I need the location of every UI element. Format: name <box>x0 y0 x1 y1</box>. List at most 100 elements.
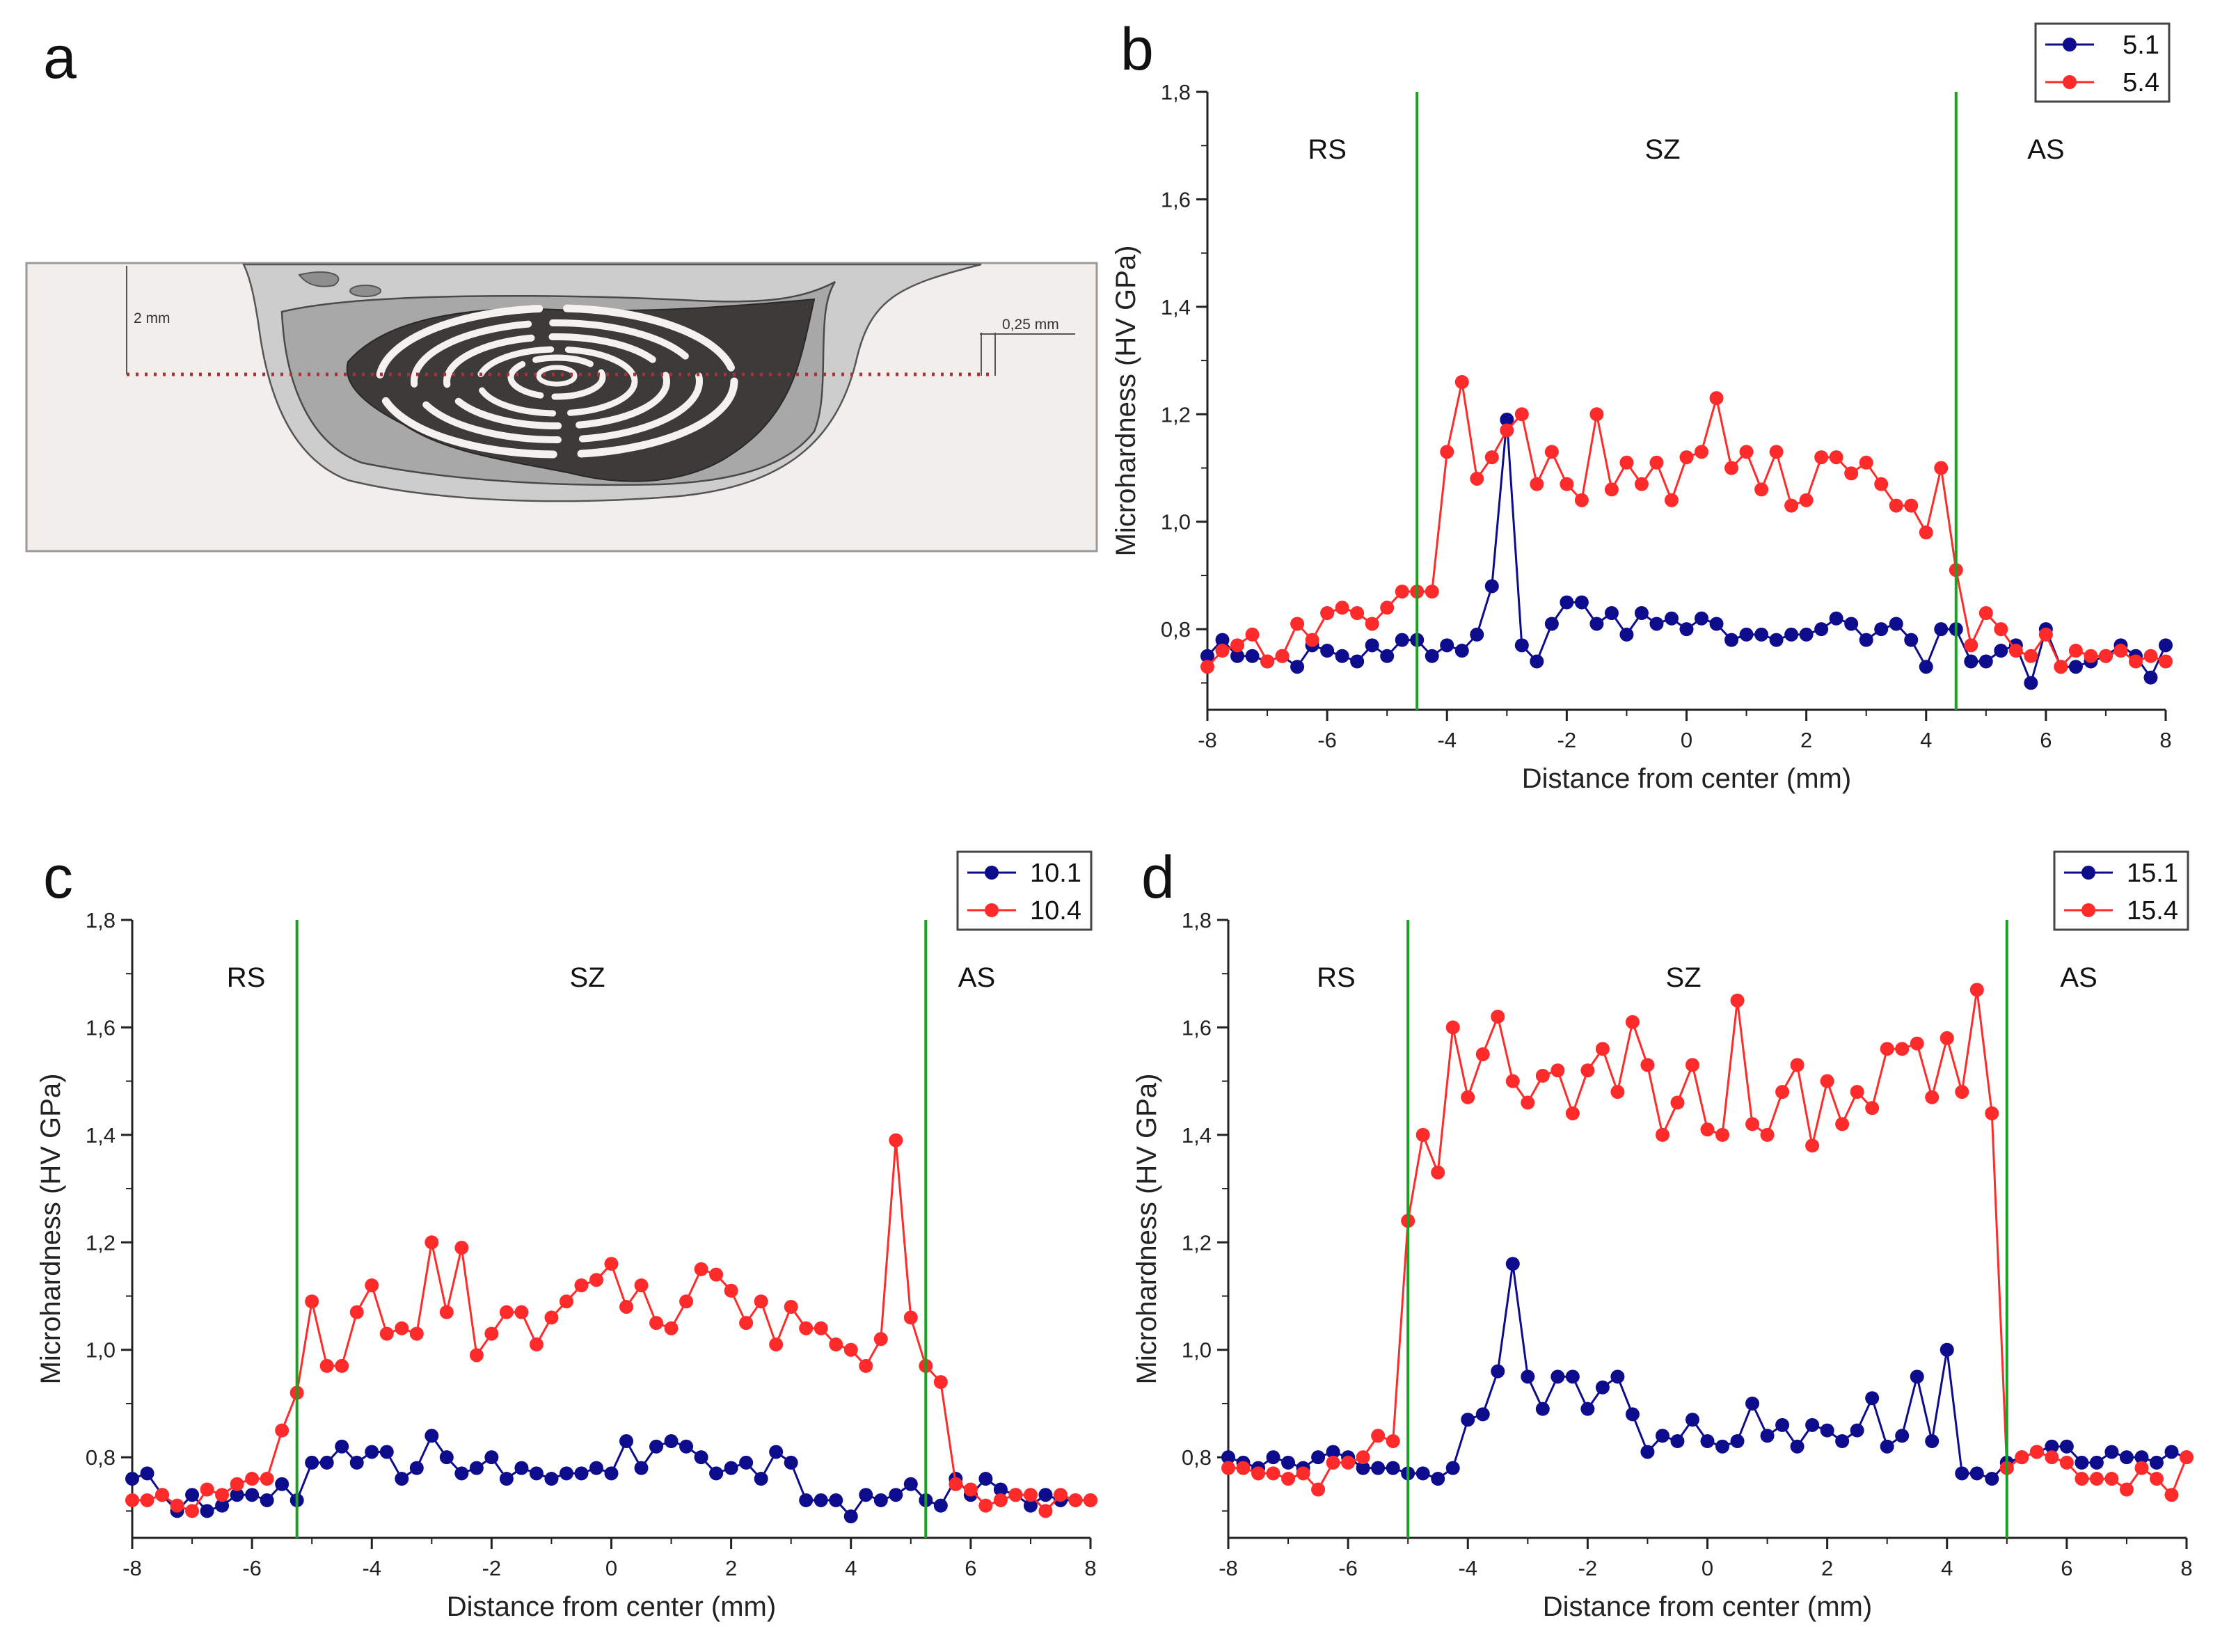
data-point-10.1 <box>1038 1488 1053 1502</box>
data-point-5.1 <box>1964 654 1978 669</box>
data-point-10.4 <box>604 1257 619 1271</box>
data-point-5.4 <box>1859 455 1873 470</box>
data-point-5.1 <box>1695 611 1709 626</box>
data-point-10.4 <box>664 1321 679 1335</box>
data-point-10.1 <box>1023 1498 1038 1513</box>
data-point-5.1 <box>1245 649 1260 663</box>
data-point-10.1 <box>200 1504 214 1518</box>
data-point-10.1 <box>574 1466 589 1481</box>
data-point-5.4 <box>1889 498 1903 513</box>
data-point-5.4 <box>1454 374 1469 389</box>
data-point-15.4 <box>1521 1095 1535 1110</box>
data-point-10.4 <box>829 1337 843 1352</box>
data-point-15.4 <box>1296 1466 1310 1481</box>
data-point-15.1 <box>1371 1461 1386 1475</box>
x-tick-label: 8 <box>2159 728 2171 752</box>
data-point-15.1 <box>1940 1342 1954 1357</box>
data-point-10.4 <box>739 1316 754 1331</box>
data-point-5.4 <box>1574 493 1589 507</box>
legend-label-5.1: 5.1 <box>2123 31 2159 60</box>
data-point-5.1 <box>1604 606 1619 621</box>
data-point-5.4 <box>1365 617 1379 631</box>
data-point-10.1 <box>275 1477 289 1491</box>
data-point-10.4 <box>260 1472 274 1486</box>
data-point-5.4 <box>1604 482 1619 497</box>
x-tick-label: -8 <box>1219 1556 1238 1580</box>
data-point-5.1 <box>1350 654 1365 669</box>
data-point-5.1 <box>1500 413 1514 427</box>
data-point-15.4 <box>1955 1085 1969 1099</box>
data-point-5.4 <box>1874 477 1889 491</box>
y-tick-label: 1,0 <box>1161 510 1191 534</box>
data-point-10.1 <box>559 1466 573 1481</box>
data-point-5.4 <box>1425 585 1439 599</box>
data-point-5.1 <box>1619 627 1634 642</box>
data-point-10.1 <box>589 1461 603 1475</box>
data-point-5.4 <box>1215 644 1230 658</box>
legend-marker-5.1 <box>2063 38 2077 51</box>
data-point-10.4 <box>155 1488 170 1502</box>
data-point-10.1 <box>709 1466 724 1481</box>
data-point-10.4 <box>769 1337 784 1352</box>
x-tick-label: 4 <box>845 1556 857 1580</box>
data-point-10.4 <box>843 1342 858 1357</box>
chart-panel-d: d -8 -6 -4 -2 0 2 4 6 8 0,8 1,0 1,2 1,4 1,6 1,8 Distance… <box>1132 844 2194 1622</box>
data-point-5.1 <box>1215 633 1230 647</box>
x-tick-label: -2 <box>482 1556 502 1580</box>
y-axis-title: Microhardness (HV GPa) <box>1132 1074 1162 1385</box>
data-point-5.4 <box>1784 498 1799 513</box>
y-tick-label: 0,8 <box>86 1445 116 1470</box>
data-point-5.1 <box>1560 595 1574 610</box>
data-point-15.1 <box>1865 1391 1880 1406</box>
x-tick-label: -2 <box>1557 728 1577 752</box>
data-point-15.4 <box>1775 1085 1790 1099</box>
data-point-15.1 <box>1505 1257 1520 1271</box>
data-point-15.4 <box>2119 1482 2134 1497</box>
data-point-15.1 <box>1985 1472 1999 1486</box>
data-point-15.4 <box>1221 1461 1235 1475</box>
data-point-5.4 <box>1769 445 1784 459</box>
data-point-5.4 <box>1500 423 1514 438</box>
x-tick-label: 2 <box>1800 728 1812 752</box>
data-point-10.1 <box>335 1439 349 1454</box>
data-point-15.1 <box>1625 1407 1640 1422</box>
data-point-15.4 <box>1326 1455 1340 1470</box>
y-tick-label: 1,0 <box>86 1338 116 1363</box>
data-point-15.1 <box>1775 1417 1790 1432</box>
data-point-15.4 <box>1236 1461 1251 1475</box>
data-point-5.4 <box>1919 525 1933 540</box>
data-point-5.1 <box>1844 617 1859 631</box>
data-point-10.1 <box>784 1455 798 1470</box>
data-point-15.4 <box>2015 1450 2029 1465</box>
data-point-10.4 <box>409 1326 424 1341</box>
data-point-10.1 <box>349 1455 364 1470</box>
data-point-10.4 <box>963 1482 978 1497</box>
data-point-5.1 <box>1934 622 1949 637</box>
data-point-5.4 <box>1829 450 1843 465</box>
data-point-10.1 <box>754 1472 768 1486</box>
x-tick-label: 2 <box>725 1556 737 1580</box>
data-point-15.4 <box>1356 1450 1370 1465</box>
data-point-5.1 <box>1709 617 1724 631</box>
panel-letter: d <box>1141 844 1175 911</box>
data-point-15.4 <box>2164 1488 2179 1502</box>
data-point-15.1 <box>1910 1369 1924 1384</box>
data-point-10.4 <box>724 1283 738 1298</box>
data-point-15.4 <box>1580 1063 1595 1078</box>
data-point-10.1 <box>903 1477 918 1491</box>
data-point-10.1 <box>379 1445 394 1459</box>
data-point-5.4 <box>1245 627 1260 642</box>
legend-label-15.4: 15.4 <box>2127 896 2178 926</box>
data-point-5.4 <box>1230 638 1245 653</box>
data-point-15.1 <box>1521 1369 1535 1384</box>
y-tick-label: 0,8 <box>1182 1445 1212 1470</box>
data-point-10.1 <box>649 1439 664 1454</box>
data-point-15.4 <box>1445 1020 1460 1035</box>
data-point-15.4 <box>2045 1450 2059 1465</box>
x-tick-label: -2 <box>1578 1556 1598 1580</box>
data-point-15.1 <box>1326 1445 1340 1459</box>
data-point-10.4 <box>589 1273 603 1287</box>
x-tick-label: 0 <box>1702 1556 1713 1580</box>
data-point-10.4 <box>619 1299 634 1314</box>
data-point-15.1 <box>1850 1423 1864 1438</box>
